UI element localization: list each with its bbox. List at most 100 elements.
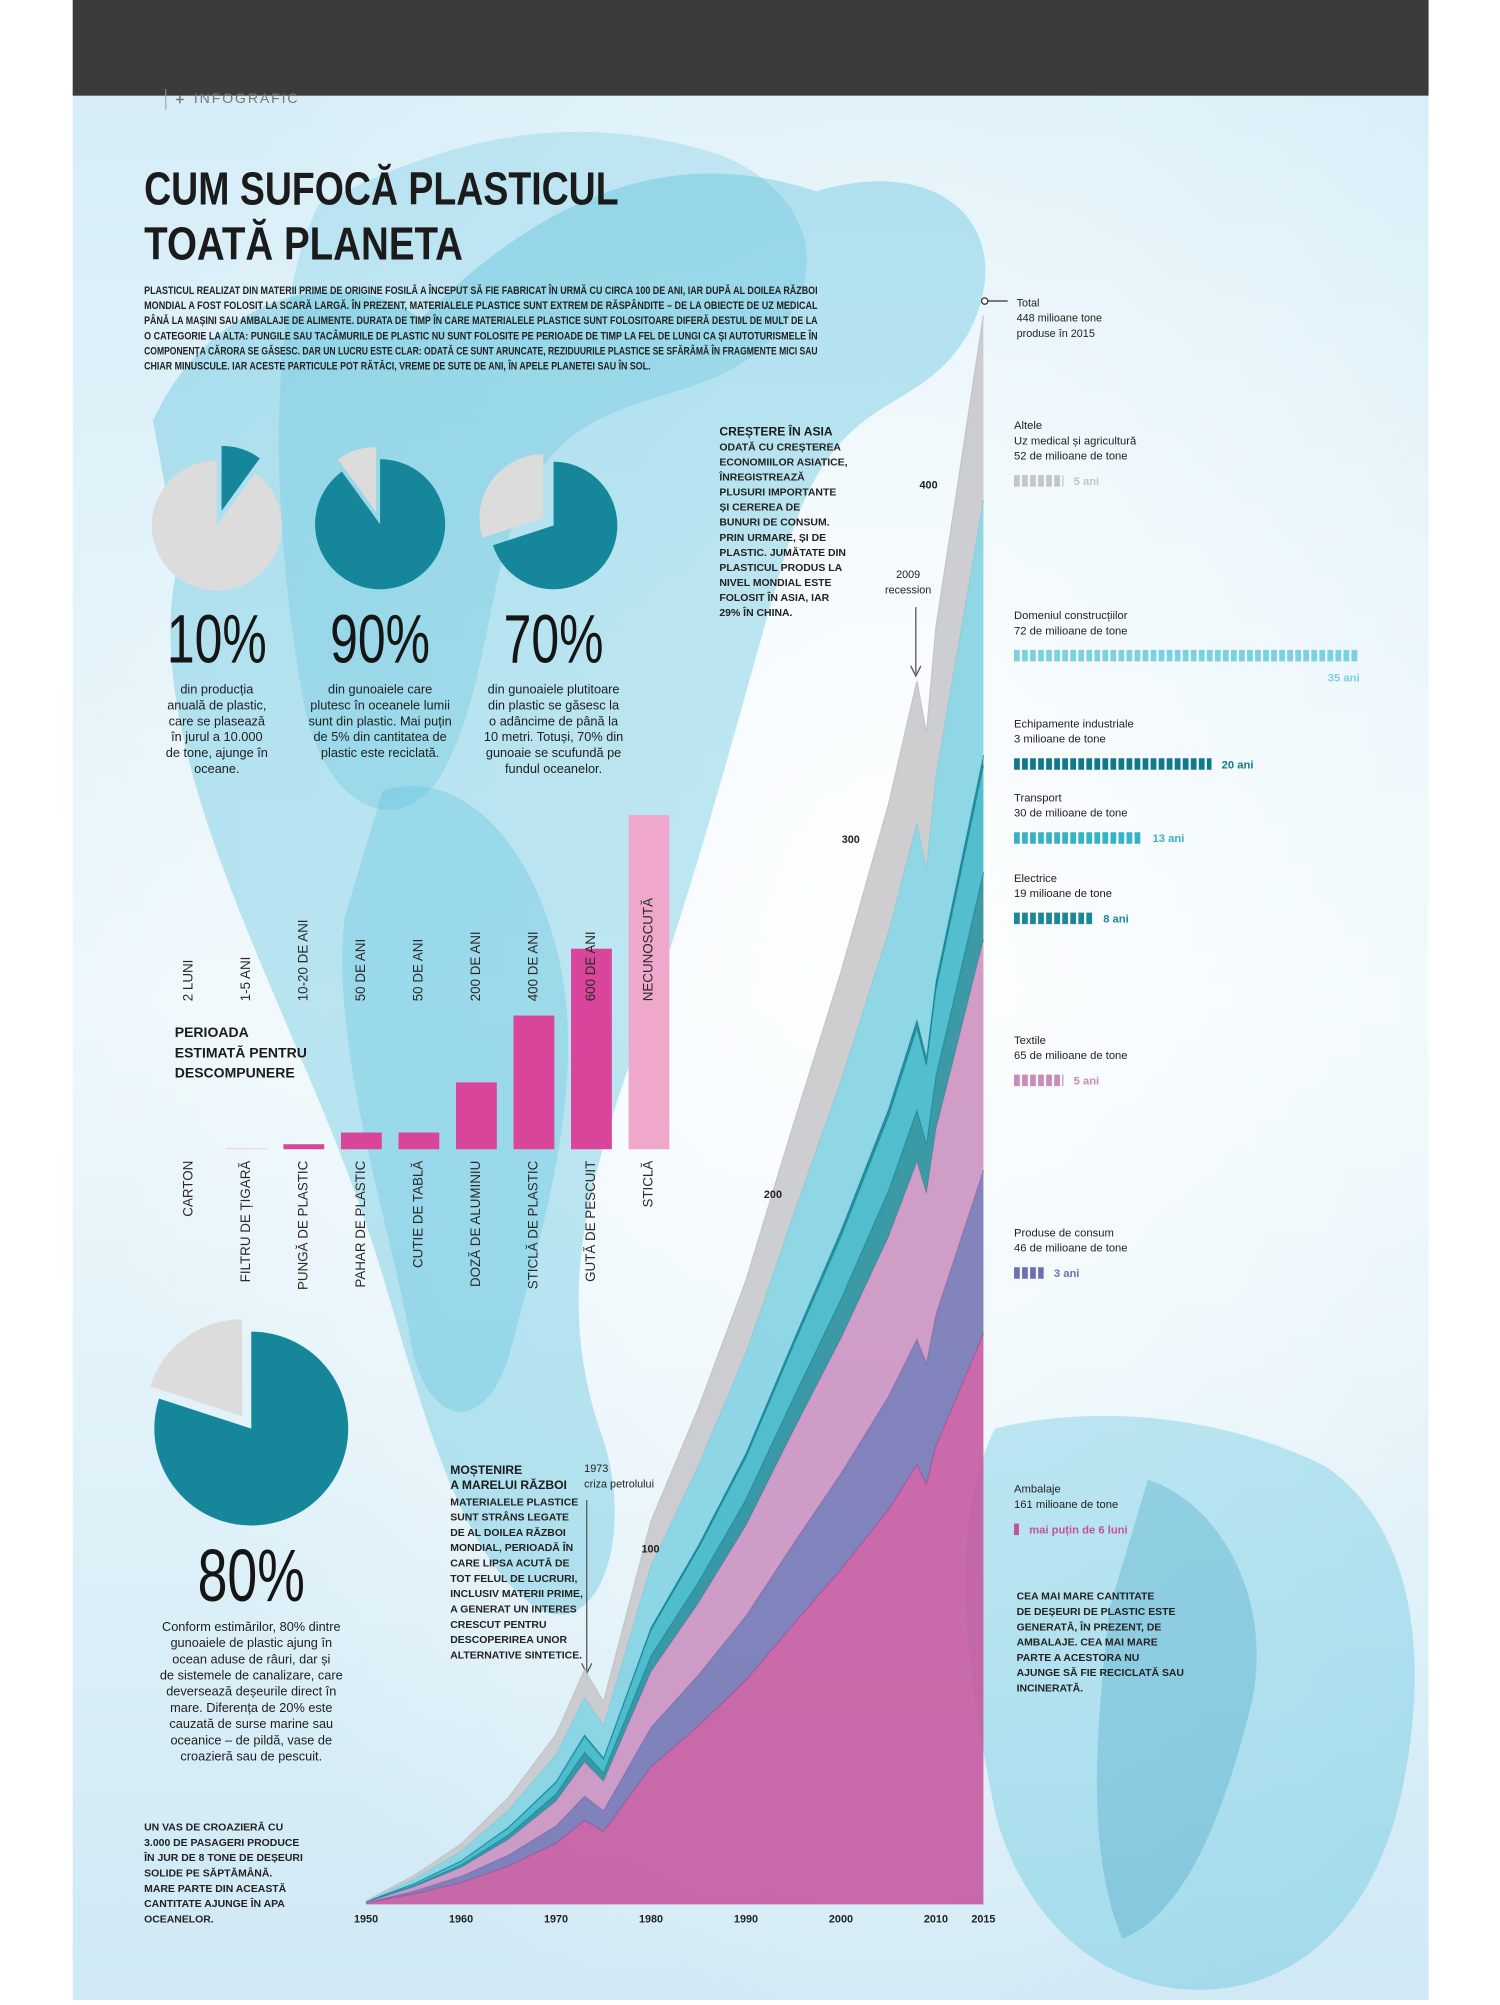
x-tick-label: 1970 <box>544 1914 568 1926</box>
pie-caption: din plastic se găsesc la <box>488 697 620 712</box>
note-text: INCLUSIV MATERII PRIME, <box>450 1589 583 1600</box>
annotation: Total <box>1017 297 1040 309</box>
note-text: ODATĂ CU CREȘTEREA <box>719 440 841 453</box>
x-tick-label: GUTĂ DE PESCUIT <box>583 1161 598 1282</box>
pie-caption: care se plasează <box>169 713 266 728</box>
pie-caption: de 5% din cantitatea de <box>313 729 446 744</box>
pie-slice <box>315 459 445 589</box>
pie-caption: deversează deșeurile direct în <box>166 1684 336 1699</box>
x-tick-label: PAHAR DE PLASTIC <box>353 1160 368 1287</box>
lifespan-label: 5 ani <box>1074 1076 1100 1088</box>
lifespan-label: 13 ani <box>1153 833 1185 845</box>
bar-value-label: 1-5 ANI <box>238 957 253 1002</box>
bar <box>514 1016 555 1150</box>
legend-label: Electrice <box>1014 873 1057 885</box>
title: CUM SUFOCĂ PLASTICUL <box>144 163 618 215</box>
intro: COMPONENȚA CĂRORA SE GĂSESC. DAR UN LUCR… <box>144 345 817 358</box>
note-text: ECONOMIILOR ASIATICE, <box>719 458 847 469</box>
note-text: CARE LIPSA ACUTĂ DE <box>450 1557 569 1570</box>
legend-amount: 72 de milioane de tone <box>1014 625 1128 637</box>
annotation: 448 milioane tone <box>1017 313 1102 325</box>
bar <box>398 1133 439 1150</box>
x-tick-label: FILTRU DE ȚIGARĂ <box>238 1161 253 1283</box>
bar-chart-title: PERIOADA <box>175 1024 249 1040</box>
note-text: FOLOSIT ÎN ASIA, IAR <box>719 591 829 604</box>
note-text: INCINERATĂ. <box>1017 1682 1084 1695</box>
pie-caption: gunoaie se scufundă pe <box>486 745 621 760</box>
x-tick-label: CUTIE DE TABLĂ <box>410 1161 425 1268</box>
lifespan-label: 8 ani <box>1103 914 1129 926</box>
pie-caption: de tone, ajunge în <box>166 745 268 760</box>
annotation: recession <box>885 584 931 596</box>
note-text: ALTERNATIVE SINTETICE. <box>450 1650 582 1661</box>
pie-value-label: 10% <box>167 600 267 677</box>
bar <box>226 1148 267 1149</box>
y-tick-label: 200 <box>764 1189 782 1201</box>
note-text: 3.000 DE PASAGERI PRODUCE <box>144 1838 299 1849</box>
lifespan-label: 20 ani <box>1222 759 1254 771</box>
bar-chart-title: ESTIMATĂ PENTRU <box>175 1044 307 1060</box>
legend-amount: 30 de milioane de tone <box>1014 808 1128 820</box>
note-text: NIVEL MONDIAL ESTE <box>719 578 831 589</box>
pie-value-label: 80% <box>198 1534 305 1617</box>
x-tick-label: 1980 <box>639 1914 663 1926</box>
note-text: AMBALAJE. CEA MAI MARE <box>1017 1638 1158 1649</box>
section-label: INFOGRAFIC <box>194 90 300 106</box>
note-title: A MARELUI RĂZBOI <box>450 1477 567 1492</box>
lifespan-label: 3 ani <box>1054 1268 1080 1280</box>
x-tick-label: STICLĂ <box>641 1161 656 1208</box>
note-text: PLUSURI IMPORTANTE <box>719 488 836 499</box>
bar-value-label: 2 LUNI <box>180 960 195 1002</box>
note-text: CRESCUT PENTRU <box>450 1620 546 1631</box>
pie-caption: oceane. <box>194 761 239 776</box>
note-title: MOȘTENIRE <box>450 1463 522 1477</box>
bar-value-label: 50 DE ANI <box>410 939 425 1001</box>
bar-value-label: NECUNOSCUTĂ <box>641 898 656 1001</box>
pie-caption: plastic este reciclată. <box>321 745 439 760</box>
note-title: CREȘTERE ÎN ASIA <box>719 424 833 439</box>
note-text: UN VAS DE CROAZIERĂ CU <box>144 1821 283 1834</box>
pie-value-label: 90% <box>330 600 430 677</box>
note-text: OCEANELOR. <box>144 1914 214 1925</box>
pie-caption: oceanice – de pildă, vase de <box>170 1732 332 1747</box>
pie-caption: o adâncime de până la <box>489 713 619 728</box>
bar-value-label: 400 DE ANI <box>525 931 540 1001</box>
bar-value-label: 50 DE ANI <box>353 939 368 1001</box>
intro: MONDIAL A FOST FOLOSIT LA SCARĂ LARGĂ. Î… <box>144 299 817 312</box>
annotation: criza petrolului <box>584 1479 654 1491</box>
x-tick-label: 1990 <box>734 1914 758 1926</box>
legend-label: Produse de consum <box>1014 1227 1114 1239</box>
intro: O CATEGORIE LA ALTA: PUNGILE SAU TACÂMUR… <box>144 329 817 342</box>
x-tick-label: STICLĂ DE PLASTIC <box>525 1160 540 1289</box>
bar <box>283 1144 324 1149</box>
note-text: ȘI CEREREA DE <box>719 503 800 514</box>
annotation: produse în 2015 <box>1017 328 1095 340</box>
pie-caption: plutesc în oceanele lumii <box>310 697 450 712</box>
x-tick-label: DOZĂ DE ALUMINIU <box>468 1161 483 1287</box>
lifespan-label: mai puțin de 6 luni <box>1029 1525 1127 1537</box>
legend-amount: 3 milioane de tone <box>1014 734 1106 746</box>
pie-caption: gunoaiele de plastic ajung în <box>170 1635 332 1650</box>
note-text: CEA MAI MARE CANTITATE <box>1017 1592 1155 1603</box>
x-tick-label: 1950 <box>354 1914 378 1926</box>
legend-amount: 65 de milioane de tone <box>1014 1050 1128 1062</box>
note-text: DE AL DOILEA RĂZBOI <box>450 1526 566 1539</box>
note-text: CANTITATE AJUNGE ÎN APA <box>144 1897 285 1910</box>
pie-caption: anuală de plastic, <box>167 697 266 712</box>
pie-caption: de sistemele de canalizare, care <box>160 1668 343 1683</box>
intro: PÂNĂ LA MAȘINI SAU AMBALAJE DE ALIMENTE.… <box>144 314 817 327</box>
title: TOATĂ PLANETA <box>144 218 463 270</box>
y-tick-label: 300 <box>842 834 860 846</box>
note-text: A GENERAT UN INTERES <box>450 1604 576 1615</box>
legend-label: Echipamente industriale <box>1014 718 1134 730</box>
pie-caption: ocean aduse de râuri, dar și <box>172 1651 330 1666</box>
pie-caption: fundul oceanelor. <box>505 761 602 776</box>
bar-value-label: 200 DE ANI <box>468 931 483 1001</box>
lifespan-label: 35 ani <box>1328 673 1360 685</box>
note-text: PLASTICUL PRODUS LA <box>719 563 842 574</box>
legend-amount: 52 de milioane de tone <box>1014 451 1128 463</box>
legend-label: Ambalaje <box>1014 1484 1061 1496</box>
x-tick-label: PUNGĂ DE PLASTIC <box>295 1160 310 1290</box>
note-text: MARE PARTE DIN ACEASTĂ <box>144 1882 287 1895</box>
note-text: SOLIDE PE SĂPTĂMÂNĂ. <box>144 1866 272 1879</box>
